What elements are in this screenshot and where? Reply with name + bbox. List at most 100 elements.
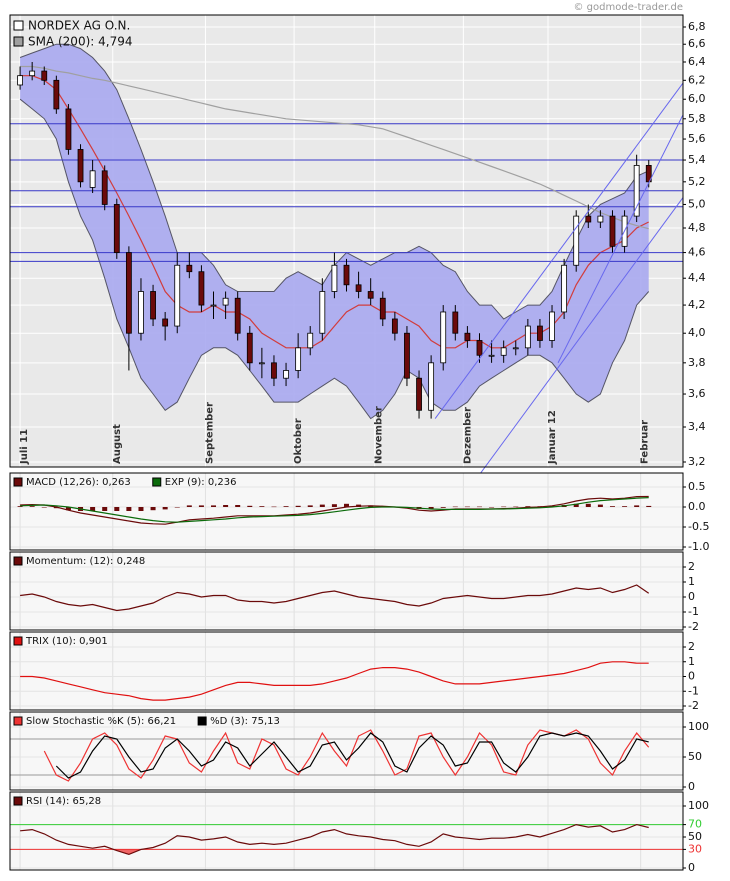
y-tick-label: 0	[688, 780, 695, 793]
candle-body	[561, 264, 568, 313]
histogram-bar	[174, 507, 180, 508]
y-tick-label: -1	[688, 684, 699, 697]
histogram-bar	[90, 507, 96, 511]
histogram-bar	[525, 506, 531, 507]
histogram-bar	[198, 505, 204, 507]
y-tick-label: 4,4	[688, 271, 706, 284]
x-tick-label: September	[204, 402, 215, 464]
histogram-bar	[235, 505, 241, 507]
legend-swatch	[13, 36, 24, 47]
histogram-bar	[307, 505, 313, 507]
y-tick-label: 100	[688, 799, 709, 812]
legend-label: RSI (14): 65,28	[26, 796, 101, 807]
y-tick-label: 6,8	[688, 20, 706, 33]
y-tick-label: 3,4	[688, 420, 706, 433]
candle-body	[440, 311, 447, 364]
y-tick-label: 3,8	[688, 356, 706, 369]
x-tick-label: Oktober	[293, 418, 304, 464]
y-tick-label: 4,0	[688, 326, 706, 339]
candle-body	[89, 170, 96, 188]
y-tick-label: 50	[688, 830, 702, 843]
candle-body	[77, 149, 84, 183]
candle-body	[307, 332, 314, 349]
histogram-bar	[440, 507, 446, 508]
y-tick-label: -2	[688, 620, 699, 633]
candle-body	[246, 332, 253, 364]
candle-body	[186, 264, 193, 273]
y-tick-label: 1	[688, 655, 695, 668]
candle-body	[101, 170, 108, 205]
histogram-bar	[162, 507, 168, 510]
y-tick-label: 0	[688, 670, 695, 683]
plot-background	[10, 712, 683, 790]
candle-body	[367, 291, 374, 299]
series-line	[20, 661, 649, 701]
histogram-bar	[211, 505, 217, 507]
candle-body	[428, 362, 435, 411]
candle-body	[65, 108, 72, 150]
histogram-bar	[271, 506, 277, 508]
histogram-bar	[17, 506, 23, 507]
histogram-bar	[150, 507, 156, 511]
histogram-bar	[646, 505, 652, 507]
candle-body	[464, 332, 471, 341]
histogram-bar	[65, 507, 71, 511]
histogram-bar	[464, 506, 470, 508]
candle-body	[150, 291, 156, 320]
y-tick-label: 4,8	[688, 221, 706, 234]
candle-body	[488, 354, 495, 357]
candle-body	[283, 370, 289, 379]
y-tick-label: 3,2	[688, 455, 706, 468]
histogram-bar	[186, 505, 192, 507]
candle-body	[524, 325, 531, 349]
candle-body	[222, 297, 229, 306]
y-tick-label: 2	[688, 560, 695, 573]
x-tick-label: November	[374, 406, 385, 464]
y-tick-label: 6,6	[688, 37, 706, 50]
candle-body	[549, 311, 555, 341]
series-line	[20, 584, 650, 612]
candle-body	[537, 325, 543, 341]
legend-swatch	[13, 20, 24, 31]
series-line	[20, 823, 649, 856]
trend-line	[557, 114, 684, 364]
candle-body	[138, 291, 144, 334]
candle-body	[391, 318, 398, 334]
y-tick-label: 4,6	[688, 246, 706, 259]
y-tick-label: 50	[688, 750, 702, 763]
band-lower	[19, 98, 650, 420]
x-tick-label: Dezember	[462, 407, 473, 464]
candle-body	[585, 215, 592, 223]
histogram-bar	[622, 506, 628, 507]
y-tick-label: 5,6	[688, 132, 706, 145]
histogram-bar	[223, 505, 229, 507]
legend-swatch	[13, 796, 23, 806]
y-tick-label: 4,2	[688, 298, 706, 311]
plot-frame	[9, 14, 684, 468]
y-tick-label: 3,6	[688, 387, 706, 400]
candle-body	[258, 362, 265, 365]
histogram-bar	[634, 505, 640, 507]
legend-label: TRIX (10): 0,901	[25, 636, 108, 647]
histogram-bar	[29, 506, 35, 507]
y-tick-label: 5,4	[688, 153, 706, 166]
histogram-bar	[609, 506, 615, 507]
plot-background	[10, 632, 683, 710]
candle-body	[162, 318, 169, 327]
y-tick-label: 30	[688, 842, 702, 855]
y-tick-label: 0	[688, 590, 695, 603]
histogram-bar	[114, 507, 120, 511]
histogram-bar	[331, 504, 337, 507]
candle-body	[597, 215, 604, 223]
candle-body	[113, 204, 120, 253]
candle-body	[29, 70, 36, 77]
candle-body	[416, 377, 422, 411]
level-fill	[20, 824, 649, 825]
y-tick-label: 0	[688, 861, 695, 874]
legend-swatch	[197, 716, 207, 726]
series-line	[55, 732, 649, 779]
histogram-bar	[585, 503, 591, 507]
legend-title: NORDEX AG O.N.	[28, 19, 130, 33]
legend-swatch	[13, 716, 23, 726]
